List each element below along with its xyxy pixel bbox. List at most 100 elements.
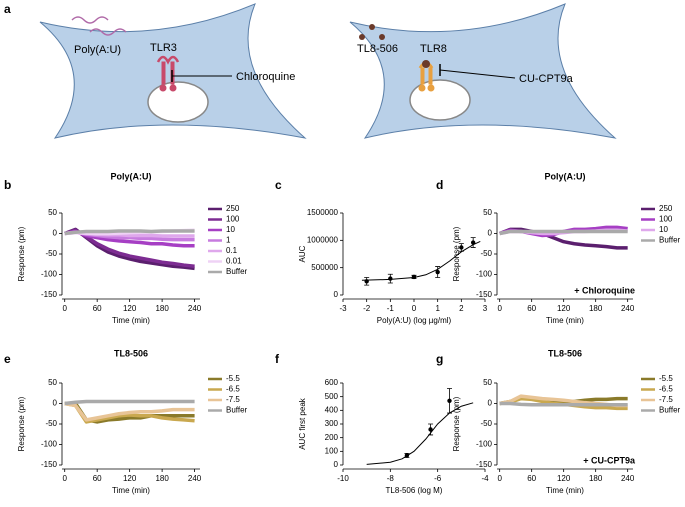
y-axis-label: Response (pm) [17,396,26,451]
annotation: + CU-CPT9a [583,455,636,465]
y-tick-label: 50 [483,208,492,217]
y-tick-label: 50 [48,378,57,387]
panel-a-diagram: Poly(A:U) TLR3 Chloroquine TL8-506 TLR8 … [39,3,617,139]
tlr8-icon [418,60,435,92]
x-tick-label: -1 [387,304,395,313]
y-tick-label: 0 [334,460,339,469]
chart-title: Poly(A:U) [545,171,586,181]
x-tick-label: 120 [123,304,137,313]
x-tick-label: 180 [589,474,603,483]
x-tick-label: 180 [589,304,603,313]
x-tick-label: -3 [339,304,347,313]
trace [64,401,195,424]
legend-label: 0.1 [226,246,238,255]
legend-label: -7.5 [659,395,673,404]
x-tick-label: 240 [621,474,635,483]
y-tick-label: -150 [41,460,58,469]
trace [64,399,195,406]
ligand-rna [71,16,127,36]
x-tick-label: -2 [363,304,371,313]
x-tick-label: 0 [412,304,417,313]
x-tick-label: -8 [387,474,395,483]
x-tick-label: 0 [62,474,67,483]
legend-label: Buffer [659,406,681,415]
x-tick-label: -4 [481,474,489,483]
point [459,245,464,250]
point [435,269,440,275]
legend-label: 10 [659,225,668,234]
y-tick-label: 600 [325,378,339,387]
panel-letter: g [436,352,443,366]
legend-label: -5.5 [226,374,240,383]
legend-label: 250 [226,204,240,213]
y-tick-label: -150 [41,290,58,299]
y-tick-label: -100 [476,270,493,279]
x-axis-label: TL8-506 (log M) [386,486,443,495]
point [388,276,393,281]
y-tick-label: -100 [476,440,493,449]
receptor-label: TLR3 [150,42,177,54]
ligand-label: TL8-506 [357,43,398,55]
trace [64,401,195,422]
x-tick-label: -6 [434,474,442,483]
chart-title: TL8-506 [114,348,148,358]
y-tick-label: 400 [325,405,339,414]
y-tick-label: 50 [48,208,57,217]
point [404,453,410,458]
inhibitor-label: Chloroquine [236,71,295,83]
fit-curve [366,402,474,465]
y-tick-label: 100 [325,446,339,455]
y-tick-label: -50 [480,419,492,428]
x-tick-label: 120 [123,474,137,483]
y-tick-label: -50 [45,419,57,428]
x-tick-label: 180 [155,304,169,313]
legend-label: -7.5 [226,395,240,404]
x-tick-label: 1 [435,304,440,313]
x-tick-label: 0 [497,304,502,313]
legend-label: Buffer [226,406,248,415]
trace [64,229,195,236]
panel-letter: c [275,178,282,192]
chart-title: TL8-506 [548,348,582,358]
y-tick-label: 0 [488,399,493,408]
legend-label: Buffer [226,267,248,276]
inhibitor-line [439,69,516,79]
panel-letter: a [4,2,11,16]
legend-label: 250 [659,204,673,213]
y-tick-label: -50 [480,249,492,258]
legend-label: 10 [226,225,235,234]
y-tick-label: -150 [476,460,493,469]
x-tick-label: 60 [527,474,536,483]
y-axis-label: Response (pm) [452,396,461,451]
y-tick-label: 0 [488,229,493,238]
panel-letter: d [436,178,443,192]
x-tick-label: 3 [483,304,488,313]
cell [349,3,617,139]
x-tick-label: 120 [557,474,571,483]
chart-title: Poly(A:U) [111,171,152,181]
x-tick-label: 60 [93,474,102,483]
y-tick-label: 300 [325,419,339,428]
y-tick-label: 50 [483,378,492,387]
tlr3-icon [156,55,180,92]
x-axis-label: Time (min) [546,486,584,495]
receptor-label: TLR8 [420,43,447,55]
y-axis-label: Response (pm) [452,226,461,281]
x-tick-label: 180 [155,474,169,483]
y-axis-label: Response (pm) [17,226,26,281]
x-tick-label: 240 [188,474,202,483]
x-tick-label: -10 [337,474,349,483]
y-tick-label: -100 [41,270,58,279]
point [411,274,417,280]
y-tick-label: -50 [45,249,57,258]
x-tick-label: 60 [93,304,102,313]
x-tick-label: 2 [459,304,464,313]
endosome [147,81,209,123]
panel-letter: e [4,352,11,366]
y-axis-label: AUC [298,245,307,262]
y-tick-label: 0 [53,399,58,408]
trace [499,229,628,236]
legend-label: 1 [226,236,231,245]
point [428,427,433,432]
